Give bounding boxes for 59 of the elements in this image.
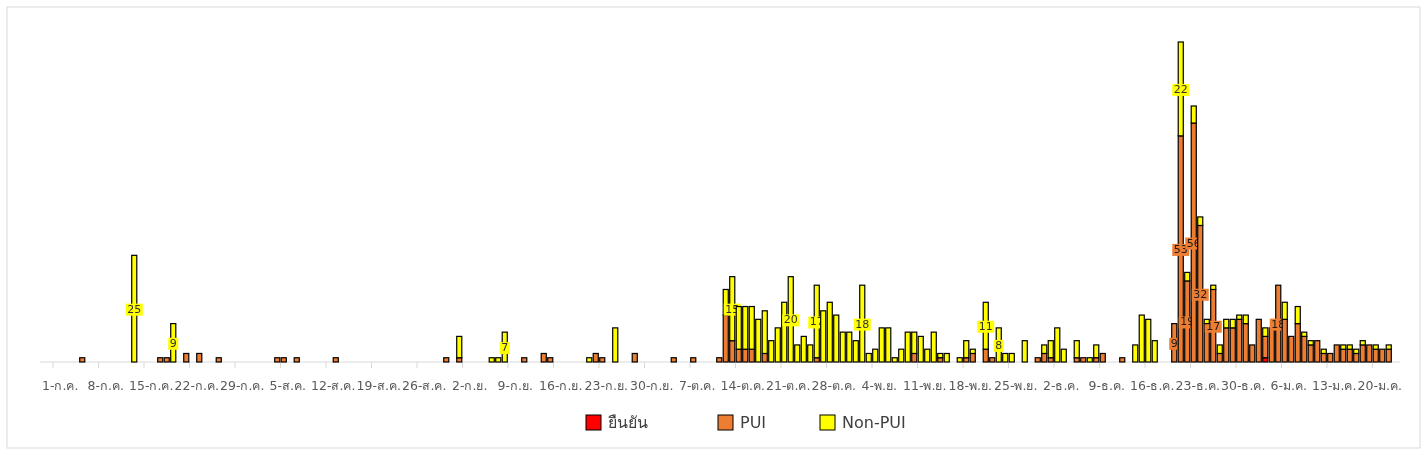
x-tick-label: 5-ส.ค. — [269, 378, 306, 393]
x-tick-label: 8-ก.ค. — [87, 378, 124, 393]
x-tick-label: 16-ก.ย. — [539, 378, 583, 393]
x-tick-label: 11-พ.ย. — [903, 378, 947, 393]
data-label: 17 — [1206, 319, 1221, 333]
x-tick-label: 30-ธ.ค. — [1221, 378, 1266, 393]
data-label: 9 — [1170, 336, 1178, 350]
x-tick-label: 6-ม.ค. — [1270, 378, 1307, 393]
bar — [670, 357, 677, 363]
x-tick-label: 19-ส.ค. — [356, 378, 401, 393]
data-label: 20 — [783, 313, 798, 327]
bar — [456, 335, 463, 359]
x-tick-label: 26-ส.ค. — [402, 378, 447, 393]
x-tick-label: 4-พ.ย. — [861, 378, 897, 393]
bar — [183, 352, 190, 363]
legend-label: ยืนยัน — [608, 413, 648, 432]
x-tick-label: 14-ต.ค. — [720, 378, 765, 393]
x-tick-label: 12-ส.ค. — [311, 378, 356, 393]
x-tick-label: 9-ก.ย. — [497, 378, 533, 393]
bar — [1021, 340, 1028, 363]
x-tick-label: 25-พ.ย. — [994, 378, 1038, 393]
data-label: 8 — [995, 338, 1003, 352]
data-label: 25 — [127, 302, 142, 316]
x-tick-label: 7-ต.ค. — [679, 378, 716, 393]
bar — [215, 357, 222, 363]
data-label: 9 — [169, 336, 177, 350]
bar — [443, 357, 450, 363]
bar — [79, 357, 86, 363]
x-tick-label: 1-ก.ค. — [42, 378, 79, 393]
x-tick-label: 2-ธ.ค. — [1043, 378, 1080, 393]
data-label: 32 — [1193, 287, 1208, 301]
x-tick-label: 9-ธ.ค. — [1088, 378, 1125, 393]
x-tick-label: 15-ก.ค. — [129, 378, 174, 393]
x-tick-label: 22-ก.ค. — [174, 378, 219, 393]
legend-label: PUI — [740, 413, 767, 432]
x-tick-label: 20-ม.ค. — [1357, 378, 1402, 393]
data-label: 7 — [501, 341, 509, 355]
data-label: 11 — [978, 319, 993, 333]
bar — [631, 352, 638, 363]
x-tick-label: 23-ธ.ค. — [1175, 378, 1220, 393]
x-tick-label: 2-ก.ย. — [452, 378, 488, 393]
data-label: 18 — [855, 317, 870, 331]
legend-label: Non-PUI — [842, 413, 906, 432]
bar — [1119, 357, 1126, 363]
x-tick-label: 13-ม.ค. — [1312, 378, 1357, 393]
data-label: 22 — [1173, 82, 1188, 96]
x-tick-label: 28-ต.ค. — [811, 378, 856, 393]
x-tick-label: 18-พ.ย. — [948, 378, 992, 393]
bar — [521, 357, 528, 363]
x-tick-label: 30-ก.ย. — [630, 378, 674, 393]
bar — [196, 352, 203, 363]
bar — [332, 357, 339, 363]
x-tick-label: 29-ก.ค. — [220, 378, 265, 393]
x-tick-label: 23-ก.ย. — [584, 378, 628, 393]
x-tick-label: 16-ธ.ค. — [1130, 378, 1175, 393]
x-tick-label: 21-ต.ค. — [766, 378, 811, 393]
bar — [612, 327, 619, 363]
bar — [293, 357, 300, 363]
bar — [690, 357, 697, 363]
